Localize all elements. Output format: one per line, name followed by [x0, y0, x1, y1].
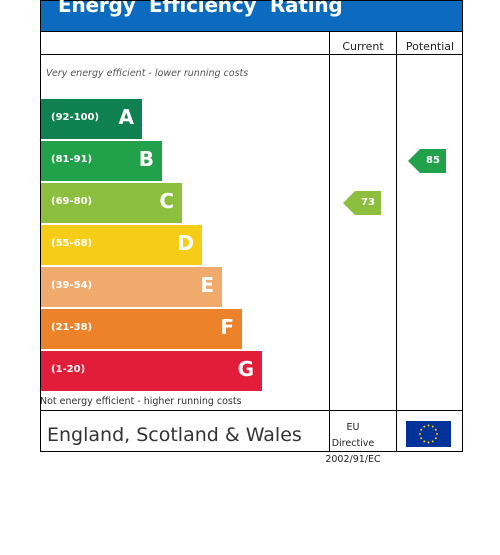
band-range-g: (1-20)	[51, 364, 86, 375]
potential-column-header: Potential	[405, 40, 455, 53]
top-note: Very energy efficient - lower running co…	[46, 68, 249, 79]
band-d: (55-68) D	[41, 225, 202, 265]
bottom-note: Not energy efficient - higher running co…	[40, 396, 242, 407]
potential-column-divider	[396, 31, 397, 452]
energy-rating-chart: Energy Efficiency Rating Current Potenti…	[40, 0, 463, 465]
directive-line2: 2002/91/EC	[325, 454, 381, 465]
band-range-d: (55-68)	[51, 238, 93, 249]
current-column-header: Current	[342, 40, 384, 53]
band-letter-g: G	[237, 357, 254, 381]
band-letter-f: F	[220, 315, 234, 339]
band-g: (1-20) G	[41, 351, 262, 391]
band-range-f: (21-38)	[51, 322, 93, 333]
band-range-a: (92-100)	[51, 112, 100, 123]
eu-directive: EU Directive 2002/91/EC	[325, 420, 381, 468]
band-b: (81-91) B	[41, 141, 162, 181]
directive-line1: EU Directive	[331, 422, 375, 449]
eu-flag-icon	[406, 421, 451, 447]
current-column-divider	[329, 31, 330, 452]
chart-title: Energy Efficiency Rating	[58, 0, 343, 17]
potential-rating-arrow: 85	[408, 149, 446, 173]
band-range-e: (39-54)	[51, 280, 93, 291]
band-a: (92-100) A	[41, 99, 142, 139]
chart-frame	[40, 31, 463, 452]
header-divider	[40, 54, 463, 55]
band-letter-d: D	[177, 231, 194, 255]
current-rating-arrow: 73	[343, 191, 381, 215]
band-letter-c: C	[159, 189, 174, 213]
footer-region: England, Scotland & Wales	[47, 424, 302, 446]
band-f: (21-38) F	[41, 309, 242, 349]
band-range-c: (69-80)	[51, 196, 93, 207]
current-arrow-tip	[343, 191, 355, 215]
potential-arrow-tip	[408, 149, 420, 173]
band-c: (69-80) C	[41, 183, 182, 223]
current-rating-value: 73	[361, 197, 375, 208]
band-letter-e: E	[200, 273, 214, 297]
potential-rating-value: 85	[426, 155, 440, 166]
band-range-b: (81-91)	[51, 154, 93, 165]
band-e: (39-54) E	[41, 267, 222, 307]
footer-divider	[40, 410, 463, 411]
band-letter-b: B	[138, 147, 154, 171]
band-letter-a: A	[118, 105, 134, 129]
title-bar: Energy Efficiency Rating	[40, 0, 463, 32]
